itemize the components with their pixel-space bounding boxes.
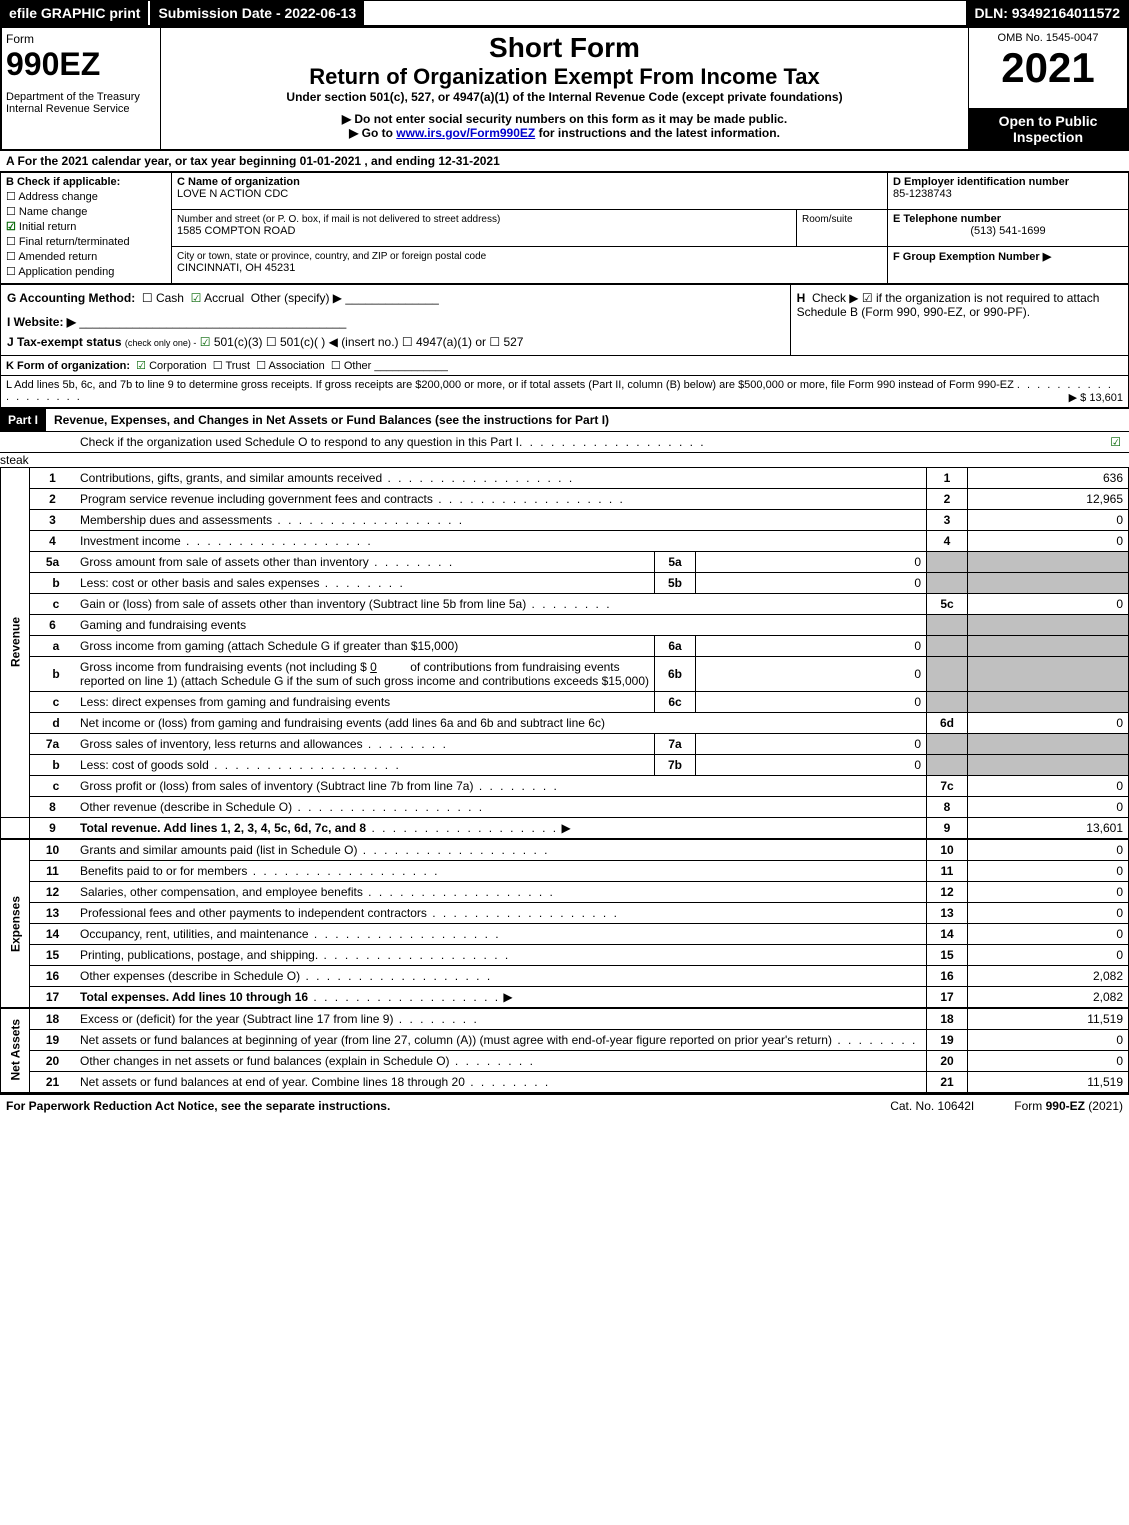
tax-year: 2021 xyxy=(973,44,1123,92)
footer: For Paperwork Reduction Act Notice, see … xyxy=(0,1093,1129,1117)
dln-number: DLN: 93492164011572 xyxy=(966,1,1128,25)
org-name: LOVE N ACTION CDC xyxy=(177,188,288,200)
line-16-value: 2,082 xyxy=(968,965,1129,986)
section-i: I Website: ▶ ___________________________… xyxy=(7,315,784,329)
info-table: B Check if applicable: Address change Na… xyxy=(0,172,1129,284)
part1-schedule-o: Check if the organization used Schedule … xyxy=(0,432,1129,453)
sections-ghijkl: G Accounting Method: ☐ Cash ☑ Accrual Ot… xyxy=(0,284,1129,408)
line-5c-value: 0 xyxy=(968,593,1129,614)
line-12-value: 0 xyxy=(968,881,1129,902)
footer-left: For Paperwork Reduction Act Notice, see … xyxy=(6,1099,390,1113)
section-l: L Add lines 5b, 6c, and 7b to line 9 to … xyxy=(1,375,1129,407)
revenue-label: Revenue xyxy=(1,467,30,817)
line-10-value: 0 xyxy=(968,839,1129,861)
footer-right: Form 990-EZ (2021) xyxy=(1014,1099,1123,1113)
line-20-value: 0 xyxy=(968,1050,1129,1071)
instr2-suffix: for instructions and the latest informat… xyxy=(535,126,780,140)
section-k: K Form of organization: ☑ Corporation ☐ … xyxy=(1,355,1129,375)
form-header: Form 990EZ Department of the Treasury In… xyxy=(0,26,1129,151)
gross-receipts-value: ▶ $ 13,601 xyxy=(1069,391,1123,404)
section-c-name: C Name of organization LOVE N ACTION CDC xyxy=(172,172,888,209)
footer-cat-no: Cat. No. 10642I xyxy=(890,1099,974,1113)
line-21-value: 11,519 xyxy=(968,1071,1129,1092)
omb-number: OMB No. 1545-0047 xyxy=(973,32,1123,44)
net-assets-label: Net Assets xyxy=(1,1008,30,1093)
section-a: A For the 2021 calendar year, or tax yea… xyxy=(0,151,1129,172)
checkbox-application-pending[interactable]: Application pending xyxy=(6,265,166,278)
line-6a-value: 0 xyxy=(696,635,927,656)
section-b: B Check if applicable: Address change Na… xyxy=(1,172,172,283)
line-8-value: 0 xyxy=(968,796,1129,817)
form-number: 990EZ xyxy=(6,46,156,83)
checkbox-name-change[interactable]: Name change xyxy=(6,205,166,218)
return-title: Return of Organization Exempt From Incom… xyxy=(165,64,964,90)
line-6b-value: 0 xyxy=(696,656,927,691)
section-h: H Check ▶ ☑ if the organization is not r… xyxy=(790,284,1128,355)
inspection-box: Open to Public Inspection xyxy=(969,108,1129,150)
checkbox-amended-return[interactable]: Amended return xyxy=(6,250,166,263)
expenses-label: Expenses xyxy=(1,839,30,1008)
line-7b-value: 0 xyxy=(696,754,927,775)
section-j: J Tax-exempt status (check only one) - ☑… xyxy=(7,335,784,349)
line-17-value: 2,082 xyxy=(968,986,1129,1008)
line-2-value: 12,965 xyxy=(968,488,1129,509)
street-value: 1585 COMPTON ROAD xyxy=(177,225,295,237)
instr2-prefix: ▶ Go to xyxy=(349,126,396,140)
line-18-value: 11,519 xyxy=(968,1008,1129,1030)
top-bar: efile GRAPHIC print Submission Date - 20… xyxy=(0,0,1129,26)
submission-date: Submission Date - 2022-06-13 xyxy=(148,1,364,25)
section-c-city: City or town, state or province, country… xyxy=(172,246,888,283)
part1-title: Revenue, Expenses, and Changes in Net As… xyxy=(46,409,1129,431)
irs-link[interactable]: www.irs.gov/Form990EZ xyxy=(396,126,535,140)
line-1-value: 636 xyxy=(968,467,1129,488)
section-e: E Telephone number (513) 541-1699 xyxy=(888,209,1129,246)
phone-value: (513) 541-1699 xyxy=(893,225,1123,237)
room-suite: Room/suite xyxy=(797,209,888,246)
schedule-o-checkbox[interactable]: ☑ xyxy=(1110,435,1121,449)
line-6c-value: 0 xyxy=(696,691,927,712)
line-19-value: 0 xyxy=(968,1029,1129,1050)
line-9-value: 13,601 xyxy=(968,817,1129,839)
part1-header-row: Part I Revenue, Expenses, and Changes in… xyxy=(0,408,1129,432)
line-4-value: 0 xyxy=(968,530,1129,551)
section-f: F Group Exemption Number ▶ xyxy=(888,246,1129,283)
line-5a-value: 0 xyxy=(696,551,927,572)
line-11-value: 0 xyxy=(968,860,1129,881)
line-7c-value: 0 xyxy=(968,775,1129,796)
efile-label: efile GRAPHIC print xyxy=(1,1,148,25)
section-d: D Employer identification number 85-1238… xyxy=(888,172,1129,209)
line-7a-value: 0 xyxy=(696,733,927,754)
department-label: Department of the Treasury Internal Reve… xyxy=(6,91,156,115)
header-subtitle: Under section 501(c), 527, or 4947(a)(1)… xyxy=(165,90,964,104)
line-14-value: 0 xyxy=(968,923,1129,944)
section-b-label: B Check if applicable: xyxy=(6,176,120,188)
section-g: G Accounting Method: ☐ Cash ☑ Accrual Ot… xyxy=(7,291,784,305)
checkbox-final-return[interactable]: Final return/terminated xyxy=(6,235,166,248)
line-3-value: 0 xyxy=(968,509,1129,530)
part1-label: Part I xyxy=(0,409,46,431)
part1-table: Revenue 1 Contributions, gifts, grants, … xyxy=(0,467,1129,1093)
checkbox-address-change[interactable]: Address change xyxy=(6,190,166,203)
form-label: Form xyxy=(6,32,156,46)
line-5b-value: 0 xyxy=(696,572,927,593)
instruction-1: ▶ Do not enter social security numbers o… xyxy=(165,112,964,126)
line-15-value: 0 xyxy=(968,944,1129,965)
short-form-title: Short Form xyxy=(165,32,964,64)
instruction-2: ▶ Go to www.irs.gov/Form990EZ for instru… xyxy=(165,126,964,140)
checkbox-initial-return[interactable]: Initial return xyxy=(6,220,166,233)
city-value: CINCINNATI, OH 45231 xyxy=(177,262,295,274)
line-13-value: 0 xyxy=(968,902,1129,923)
ein-value: 85-1238743 xyxy=(893,188,952,200)
line-6d-value: 0 xyxy=(968,712,1129,733)
section-c-street: Number and street (or P. O. box, if mail… xyxy=(172,209,797,246)
